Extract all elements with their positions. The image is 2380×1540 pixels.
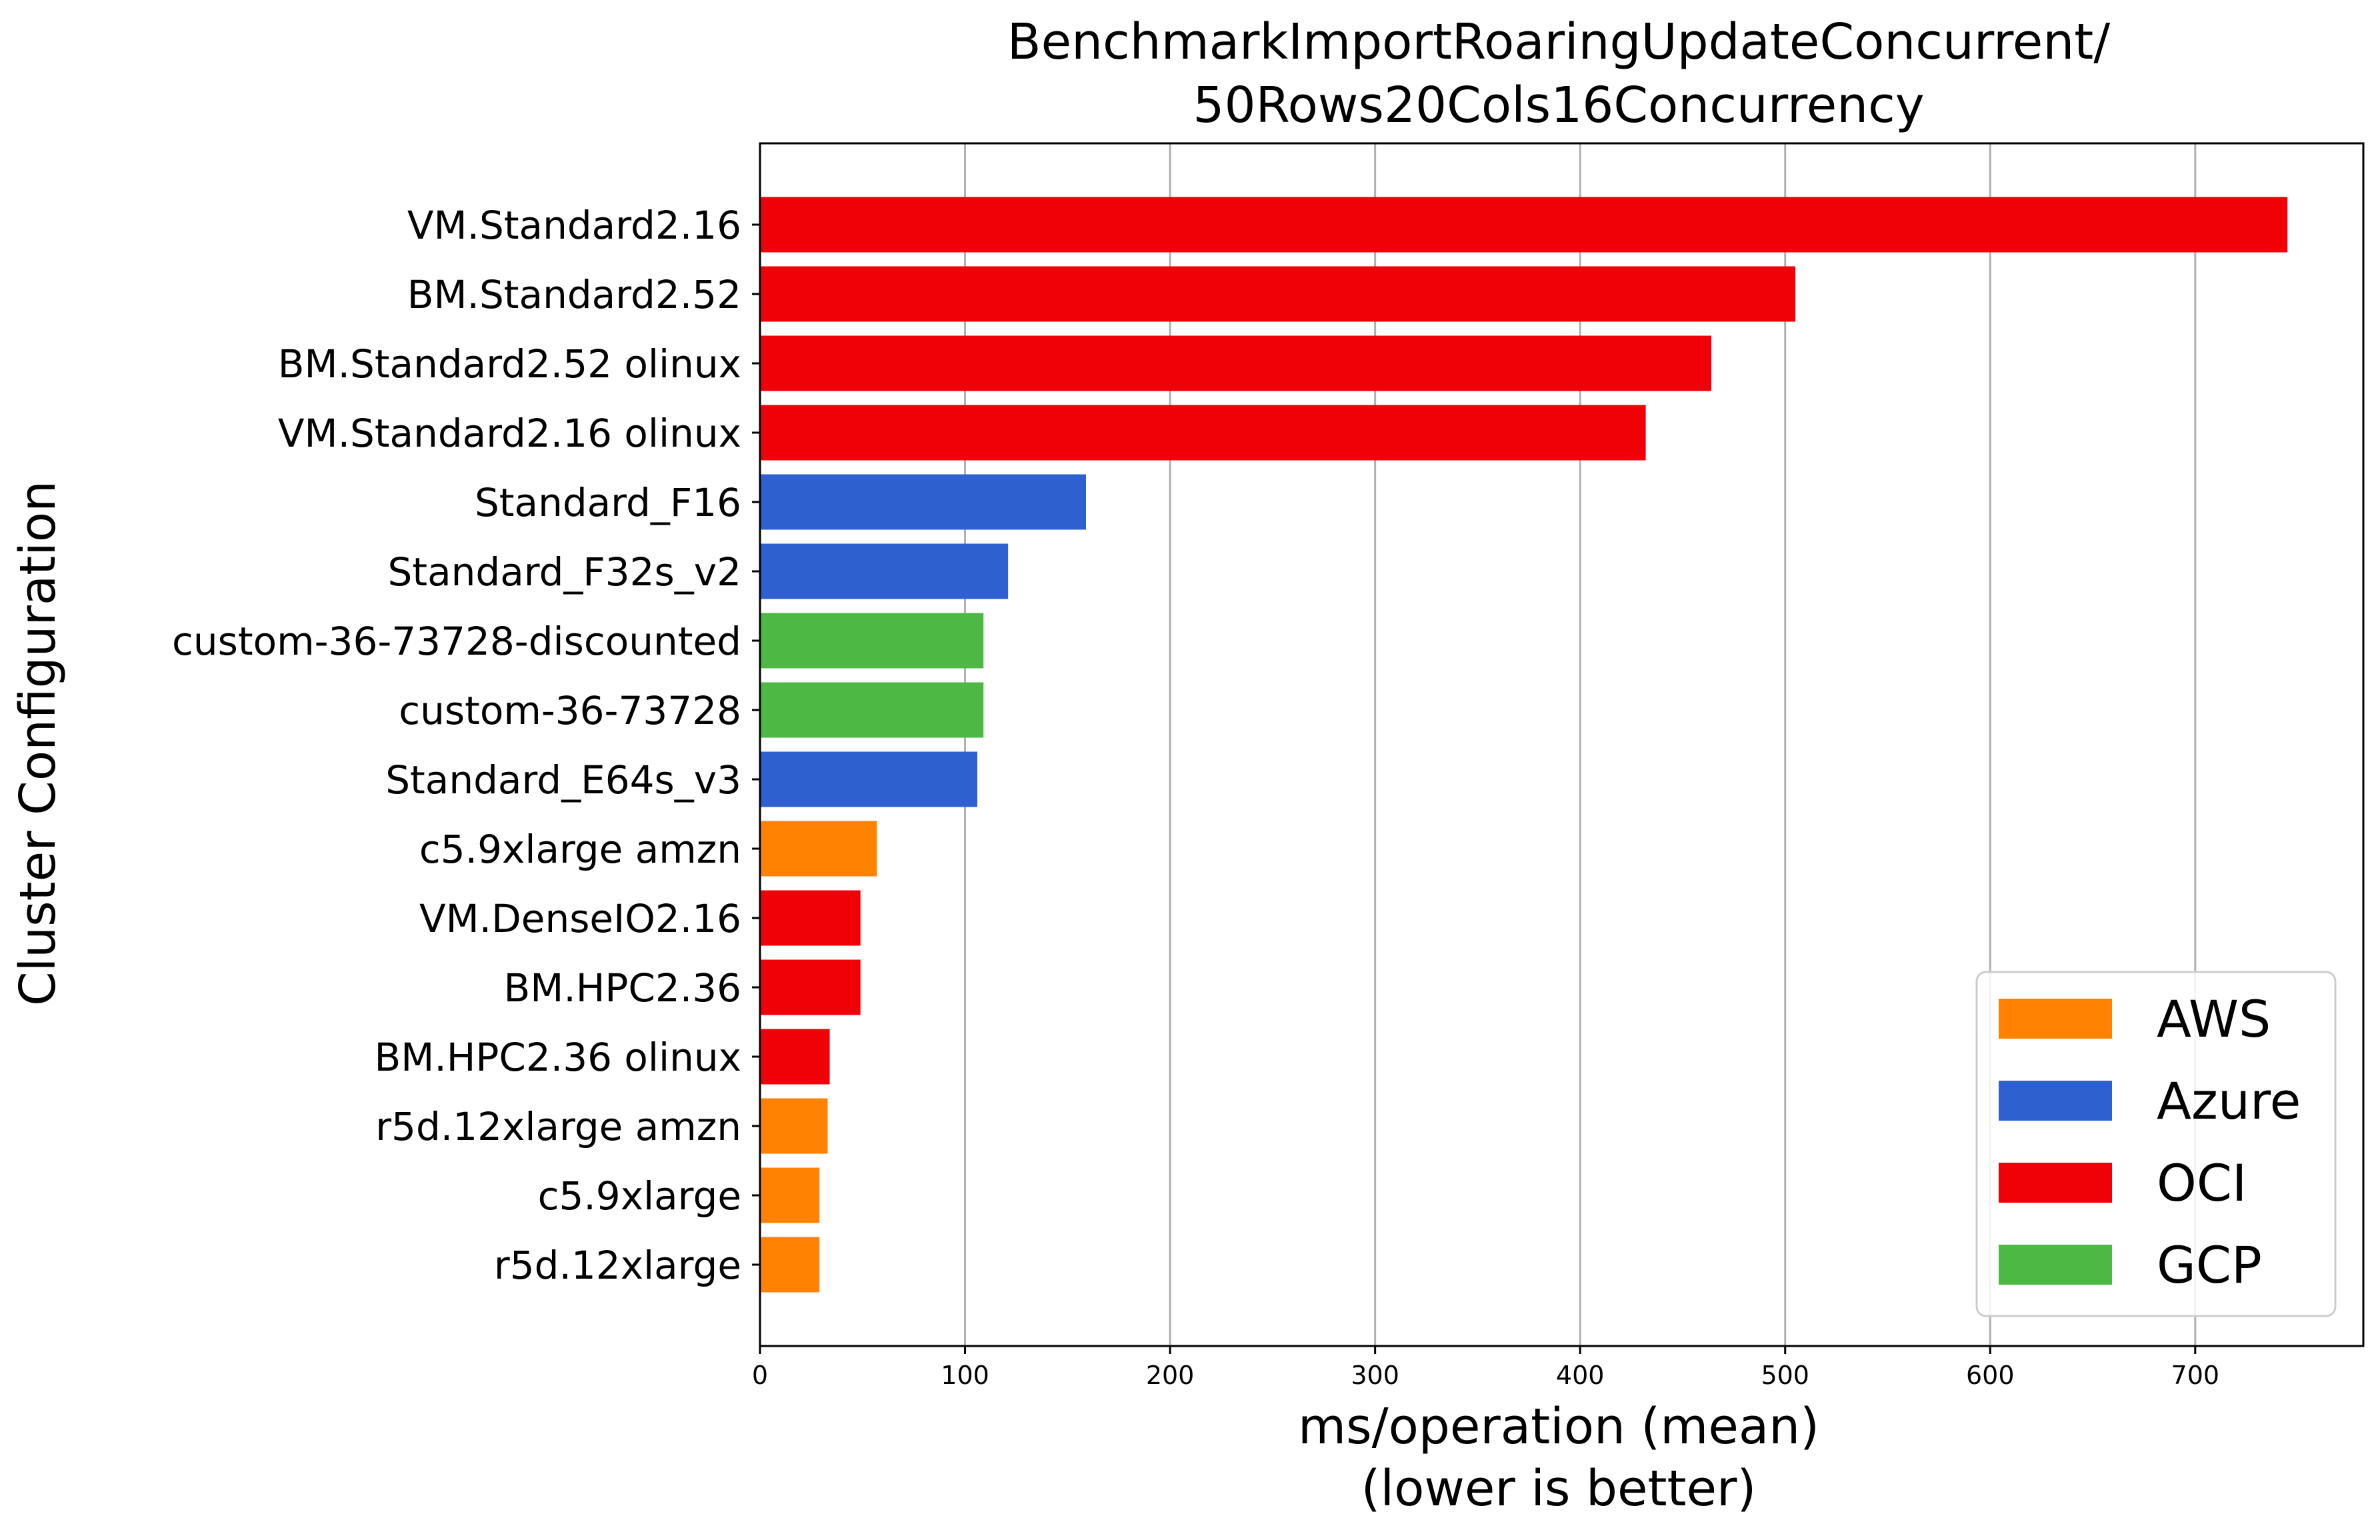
x-tick-label: 500 — [1761, 1361, 1809, 1390]
bar — [760, 959, 861, 1015]
y-tick-label: r5d.12xlarge amzn — [375, 1104, 741, 1149]
legend: AWS Azure OCI GCP — [1975, 971, 2337, 1317]
bar — [760, 543, 1009, 599]
bar — [760, 474, 1086, 530]
legend-swatch — [1999, 1245, 2112, 1285]
y-tick-label: BM.HPC2.36 — [504, 965, 742, 1011]
y-tick-label: VM.DenseIO2.16 — [419, 896, 741, 941]
legend-swatch — [1999, 1163, 2112, 1203]
y-tick-label: VM.Standard2.16 olinux — [278, 411, 741, 456]
y-tick-label: Standard_E64s_v3 — [385, 757, 741, 803]
x-tick-labels: 0 100 200 300 400 500 600 700 — [752, 1346, 2219, 1390]
legend-swatch — [1999, 999, 2112, 1039]
bar — [760, 1029, 830, 1085]
y-tick-label: BM.Standard2.52 — [407, 272, 741, 317]
x-axis-label-line-1: ms/operation (mean) — [1298, 1398, 1819, 1455]
bar — [760, 751, 977, 807]
plot-frame — [759, 142, 2365, 1347]
chart-title: BenchmarkImportRoaringUpdateConcurrent/ … — [1007, 13, 2110, 134]
bar — [760, 1237, 820, 1293]
y-tick-label: custom-36-73728 — [399, 688, 741, 733]
x-axis-label-line-2: (lower is better) — [1361, 1460, 1757, 1517]
bar — [760, 1167, 820, 1223]
bar — [760, 197, 2288, 253]
y-tick-label: r5d.12xlarge — [494, 1243, 741, 1288]
x-tick-label: 100 — [941, 1361, 989, 1390]
bar — [760, 821, 877, 877]
x-tick-label: 600 — [1966, 1361, 2015, 1390]
x-tick-label: 400 — [1556, 1361, 1605, 1390]
bar — [760, 405, 1646, 461]
y-tick-label: custom-36-73728-discounted — [172, 619, 741, 664]
x-tick-label: 700 — [2171, 1361, 2220, 1390]
y-axis-label: Cluster Configuration — [9, 481, 67, 1006]
y-tick-labels: VM.Standard2.16 BM.Standard2.52 BM.Standar… — [172, 203, 760, 1288]
chart-title-line-2: 50Rows20Cols16Concurrency — [1193, 77, 1924, 134]
y-tick-label: BM.HPC2.36 olinux — [375, 1035, 742, 1080]
legend-label: AWS — [2157, 989, 2271, 1049]
y-tick-label: Standard_F32s_v2 — [388, 549, 741, 595]
bar — [760, 266, 1796, 322]
bar — [760, 890, 861, 946]
legend-label: Azure — [2157, 1071, 2301, 1131]
bar — [760, 335, 1712, 391]
legend-label: GCP — [2157, 1235, 2262, 1295]
legend-box — [1975, 971, 2337, 1317]
bars — [760, 197, 2288, 1293]
y-tick-label: c5.9xlarge — [538, 1173, 741, 1219]
y-tick-label: c5.9xlarge amzn — [419, 827, 741, 872]
bar — [760, 1098, 828, 1154]
bar — [760, 682, 984, 738]
legend-label: OCI — [2157, 1153, 2247, 1213]
bar — [760, 613, 984, 669]
y-tick-label: Standard_F16 — [475, 480, 741, 525]
y-tick-label: VM.Standard2.16 — [407, 203, 741, 248]
legend-swatch — [1999, 1081, 2112, 1121]
x-tick-label: 0 — [752, 1361, 768, 1390]
x-tick-label: 200 — [1146, 1361, 1195, 1390]
chart-title-line-1: BenchmarkImportRoaringUpdateConcurrent/ — [1007, 13, 2110, 71]
x-tick-label: 300 — [1351, 1361, 1399, 1390]
y-tick-label: BM.Standard2.52 olinux — [278, 341, 741, 387]
